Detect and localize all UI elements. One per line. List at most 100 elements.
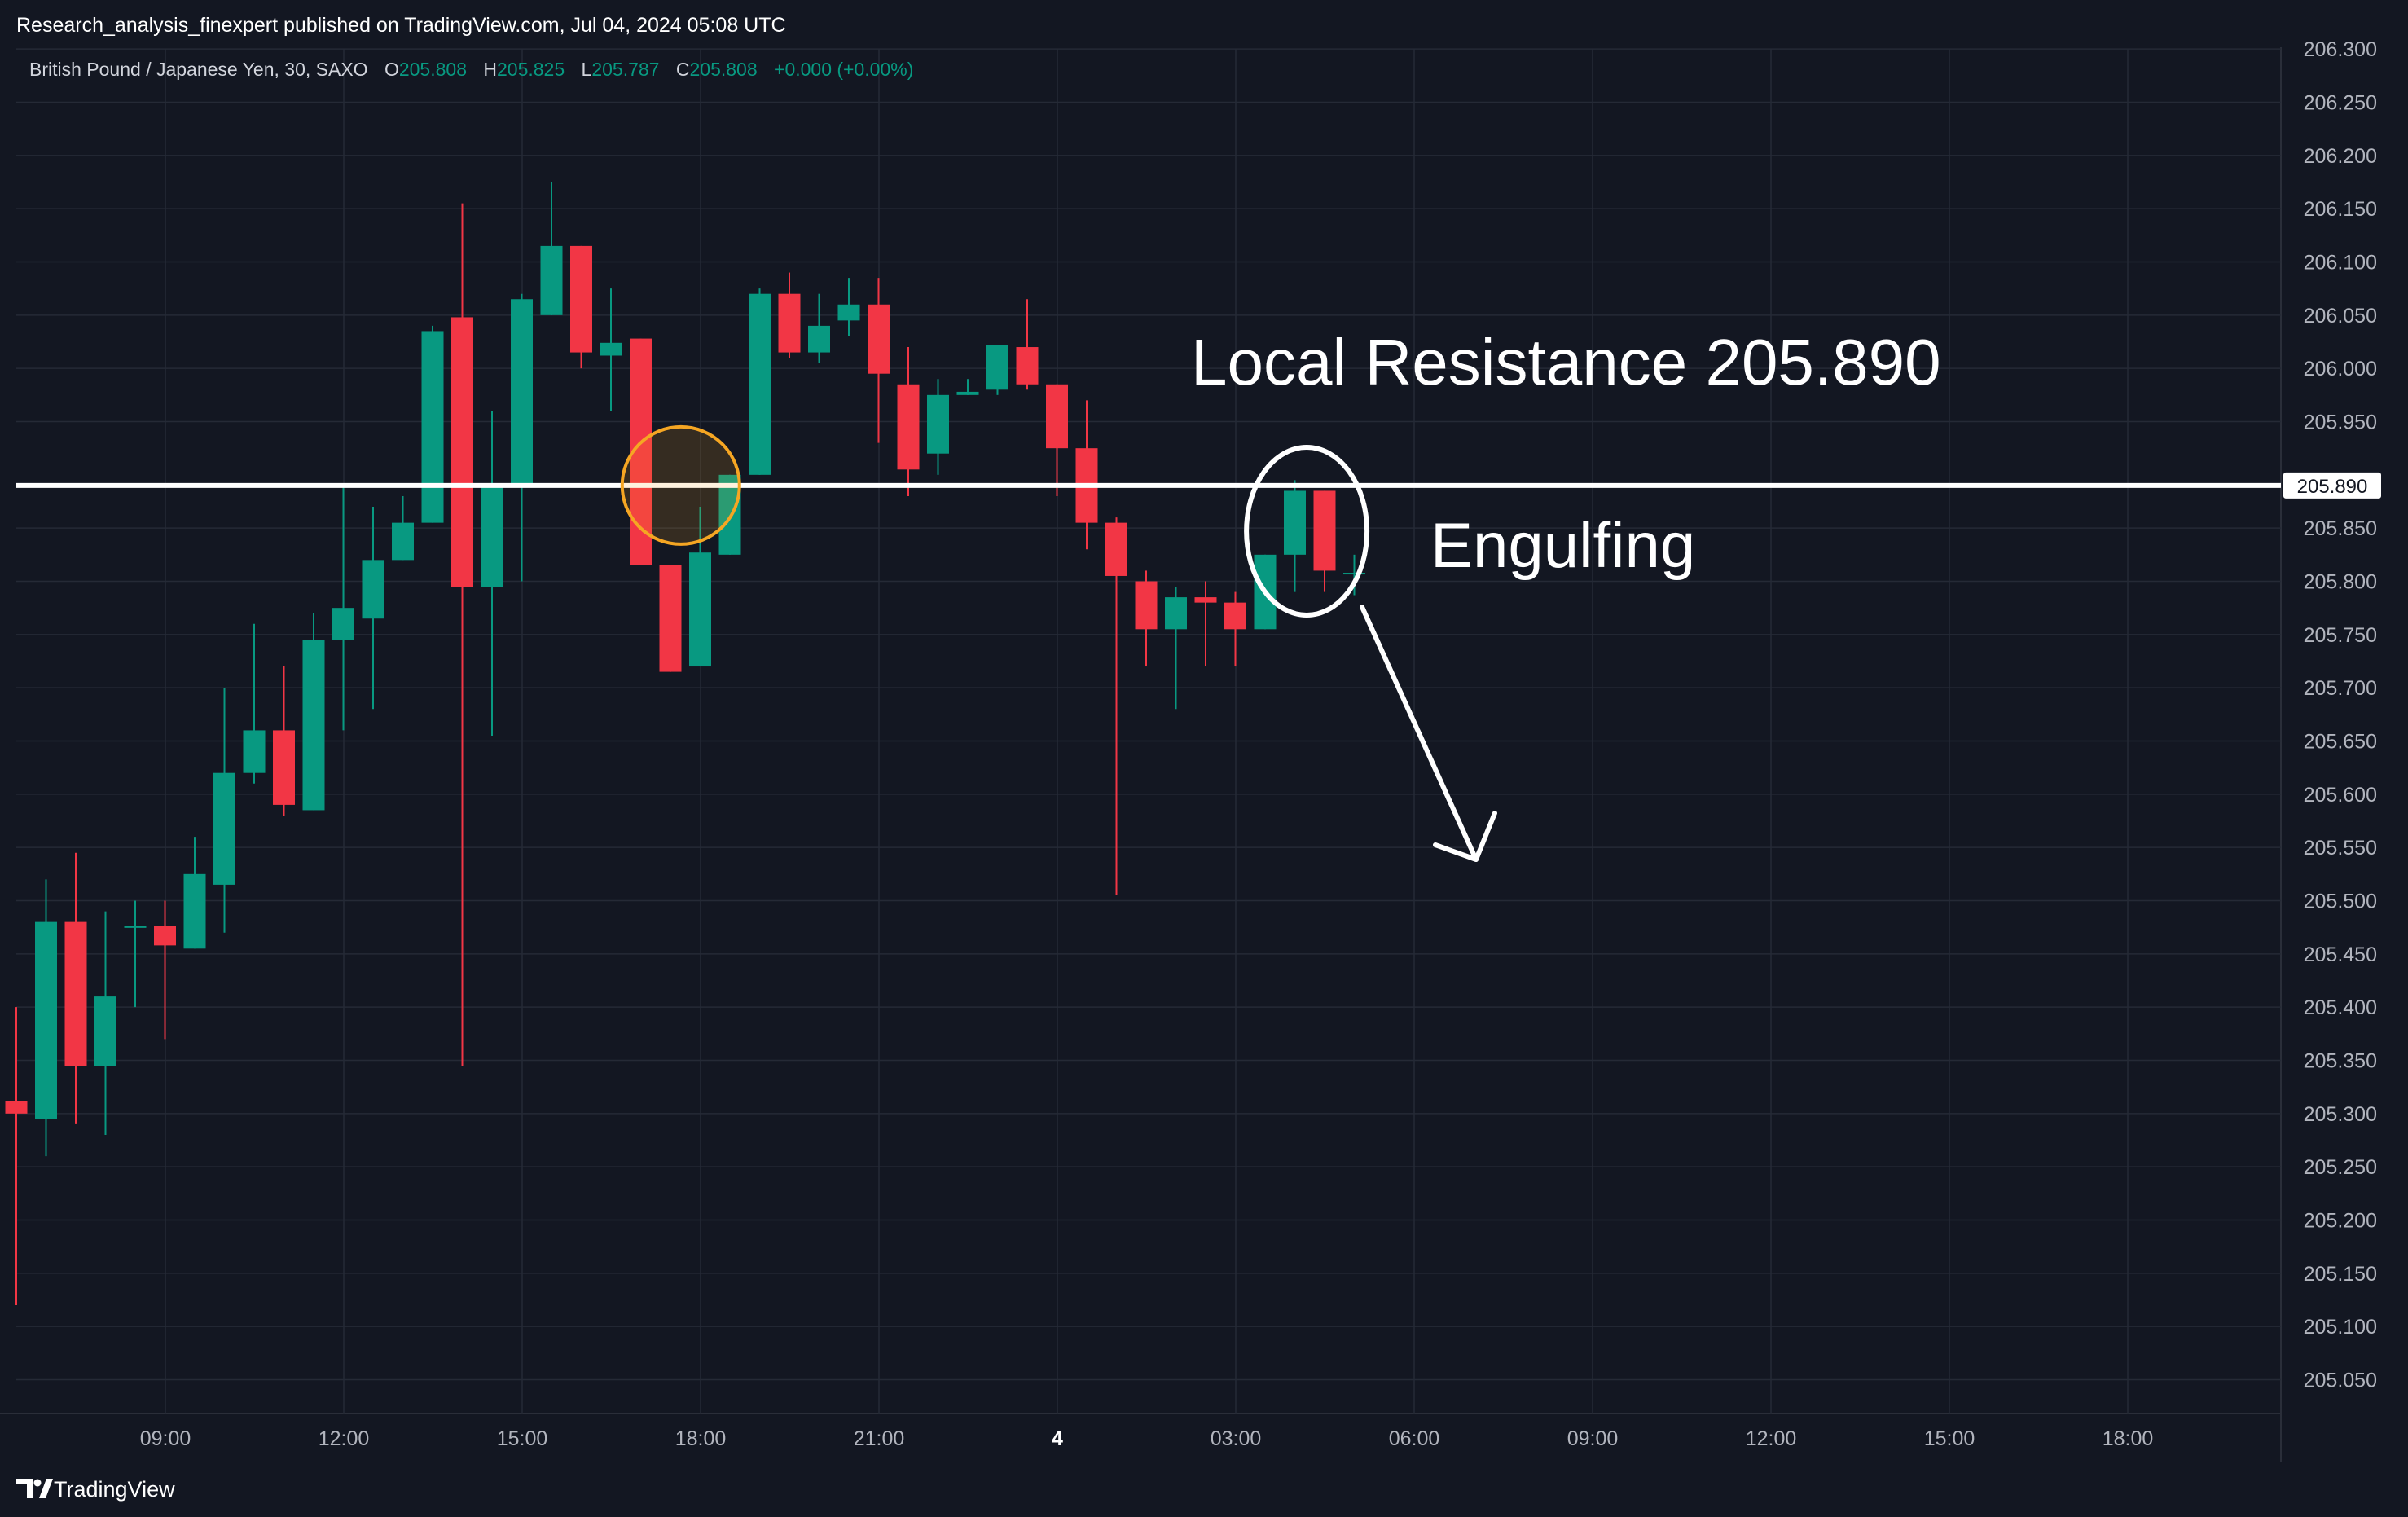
time-tick-label[interactable]: 18:00: [675, 1427, 727, 1450]
candle-body: [124, 926, 147, 928]
low-label: L: [582, 59, 592, 80]
bullish-candle[interactable]: [94, 911, 116, 1135]
time-tick-label[interactable]: 12:00: [319, 1427, 370, 1450]
bullish-candle[interactable]: [540, 182, 563, 315]
bearish-candle[interactable]: [451, 203, 473, 1066]
price-tick-label: 205.850: [2304, 517, 2377, 540]
bullish-candle[interactable]: [689, 507, 711, 667]
publish-info: Research_analysis_finexpert published on…: [16, 14, 786, 37]
price-tick-label: 205.250: [2304, 1156, 2377, 1179]
bearish-candle[interactable]: [1016, 299, 1039, 390]
candle-body: [1016, 347, 1039, 385]
bullish-candle[interactable]: [1343, 554, 1365, 596]
candle-body: [243, 730, 266, 773]
time-axis[interactable]: 09:00 12:00 15:00 18:00 21:00 4 03:00 06:00 09:0…: [140, 1427, 2154, 1450]
bearish-candle[interactable]: [64, 852, 87, 1124]
candle-body: [183, 873, 206, 949]
time-tick-label[interactable]: 12:00: [1746, 1427, 1797, 1450]
bullish-candle[interactable]: [421, 325, 444, 523]
bullish-candle[interactable]: [392, 495, 414, 561]
candle-body: [659, 565, 682, 672]
candle-body: [1224, 602, 1246, 630]
candle-body: [451, 317, 473, 587]
bullish-candle[interactable]: [1165, 587, 1187, 710]
price-tick-label: 205.300: [2304, 1103, 2377, 1126]
bullish-candle[interactable]: [362, 507, 384, 710]
bullish-candle[interactable]: [481, 411, 503, 736]
candle-body: [1046, 384, 1068, 449]
candle-body: [213, 772, 235, 885]
bearish-candle[interactable]: [5, 1007, 28, 1306]
candle-body: [273, 730, 295, 805]
time-tick-label[interactable]: 4: [1052, 1427, 1063, 1450]
resistance-layer: 205.890: [16, 472, 2381, 499]
candle-body: [5, 1101, 28, 1114]
bearish-candle[interactable]: [1194, 581, 1217, 667]
candle-body: [1165, 597, 1187, 630]
bullish-candle[interactable]: [511, 293, 533, 582]
bullish-candle[interactable]: [837, 278, 860, 336]
bullish-candle[interactable]: [243, 623, 266, 784]
bullish-candle[interactable]: [1284, 480, 1306, 592]
price-axis[interactable]: 206.300 206.250 206.200 206.150 206.100 206.0…: [2304, 38, 2377, 1392]
time-tick-label[interactable]: 21:00: [854, 1427, 905, 1450]
bearish-candle[interactable]: [659, 565, 682, 672]
bearish-candle[interactable]: [868, 278, 890, 443]
candle-body: [927, 394, 949, 454]
bullish-candle[interactable]: [927, 379, 949, 475]
bullish-candle[interactable]: [35, 879, 57, 1157]
bullish-candle[interactable]: [808, 293, 830, 363]
candle-body: [986, 345, 1008, 390]
bullish-candle[interactable]: [332, 485, 354, 731]
high-label: H: [483, 59, 497, 80]
bullish-candle[interactable]: [718, 474, 741, 555]
candle-body: [897, 384, 920, 470]
bullish-candle[interactable]: [124, 900, 147, 1008]
bearish-candle[interactable]: [897, 347, 920, 496]
bullish-candle[interactable]: [956, 379, 979, 395]
bearish-candle[interactable]: [778, 272, 801, 358]
bearish-candle[interactable]: [570, 245, 592, 369]
candle-body: [689, 552, 711, 667]
time-tick-label[interactable]: 09:00: [140, 1427, 191, 1450]
time-tick-label[interactable]: 06:00: [1389, 1427, 1440, 1450]
time-tick-label[interactable]: 15:00: [1924, 1427, 1975, 1450]
candle-body: [540, 245, 563, 315]
bearish-candle[interactable]: [1046, 384, 1068, 496]
bearish-candle[interactable]: [1105, 517, 1127, 895]
time-tick-label[interactable]: 15:00: [497, 1427, 548, 1450]
tradingview-logo-icon[interactable]: [16, 1479, 53, 1498]
bullish-candle[interactable]: [302, 613, 325, 811]
footer-bar: [0, 1462, 2408, 1517]
resistance-price-tag: [2283, 472, 2381, 499]
candle-body: [778, 293, 801, 353]
tradingview-brand[interactable]: TradingView: [54, 1477, 175, 1502]
bearish-candle[interactable]: [273, 666, 295, 816]
bullish-candle[interactable]: [213, 688, 235, 933]
symbol-name: British Pound / Japanese Yen, 30, SAXO: [29, 59, 368, 80]
symbol-legend[interactable]: British Pound / Japanese Yen, 30, SAXO O…: [29, 59, 913, 80]
annotation-layer: Local Resistance 205.890 Engulfing: [620, 326, 1941, 862]
bullish-candle[interactable]: [183, 837, 206, 949]
bearish-candle[interactable]: [1224, 591, 1246, 667]
candle-body: [837, 304, 860, 321]
candle-body: [749, 293, 771, 475]
price-tick-label: 206.100: [2304, 252, 2377, 275]
time-tick-label[interactable]: 03:00: [1211, 1427, 1262, 1450]
bearish-candle[interactable]: [154, 900, 176, 1040]
bearish-candle[interactable]: [1135, 570, 1158, 667]
candle-body: [302, 640, 325, 811]
bullish-candle[interactable]: [986, 345, 1008, 395]
bullish-candle[interactable]: [600, 288, 622, 411]
price-tick-label: 205.200: [2304, 1210, 2377, 1233]
price-tick-label: 205.400: [2304, 996, 2377, 1019]
engulfing-ellipse: [1244, 445, 1370, 618]
arrow-head-icon: [1433, 811, 1497, 862]
time-tick-label[interactable]: 09:00: [1567, 1427, 1619, 1450]
time-tick-label[interactable]: 18:00: [2103, 1427, 2154, 1450]
bullish-candle[interactable]: [749, 288, 771, 475]
bearish-candle[interactable]: [1313, 490, 1336, 592]
